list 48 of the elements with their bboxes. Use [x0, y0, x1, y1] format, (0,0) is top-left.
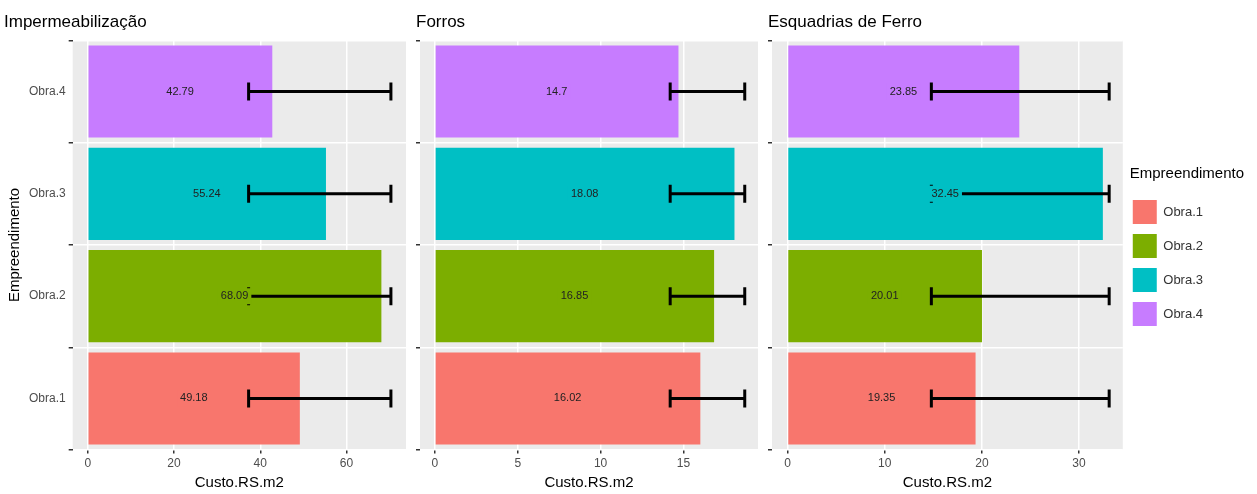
- data-label: 68.09: [220, 289, 249, 302]
- data-label: 16.02: [553, 391, 582, 404]
- chart-title: Esquadrias de Ferro: [768, 11, 923, 31]
- x-tick-label: 20: [167, 456, 182, 471]
- legend-label: Obra.2: [1163, 237, 1204, 253]
- y-tick-label: Obra.3: [29, 186, 67, 201]
- legend-label: Obra.3: [1163, 271, 1204, 287]
- data-label: 19.35: [867, 391, 896, 404]
- data-label: 14.7: [545, 84, 568, 97]
- x-tick-label: 30: [1072, 456, 1087, 471]
- legend-label: Obra.1: [1163, 203, 1204, 219]
- bar: [435, 250, 715, 343]
- y-axis-title: Empreendimento: [5, 187, 23, 303]
- data-label: 20.01: [871, 289, 899, 302]
- bar: [88, 250, 382, 343]
- x-tick-label: 10: [878, 456, 892, 471]
- x-tick-label: 0: [431, 456, 439, 471]
- data-label: 49.18: [180, 391, 208, 404]
- data-label: 18.08: [570, 186, 599, 199]
- chart-title: Impermeabilização: [4, 11, 147, 31]
- data-label: 32.45: [931, 186, 959, 199]
- x-tick-label: 20: [975, 456, 989, 471]
- x-tick-label: 10: [593, 456, 608, 471]
- x-tick-label: 0: [784, 456, 792, 471]
- x-tick-label: 0: [84, 456, 92, 471]
- y-tick-label: Obra.4: [29, 83, 67, 98]
- chart-title: Forros: [416, 11, 466, 31]
- bar: [435, 45, 679, 138]
- bar: [88, 45, 273, 138]
- bar: [435, 352, 701, 445]
- bar: [435, 147, 735, 240]
- y-tick-label: Obra.1: [29, 390, 67, 405]
- x-tick-label: 60: [339, 456, 354, 471]
- x-axis-title: Custo.RS.m2: [902, 473, 992, 491]
- data-label: 16.85: [560, 289, 589, 302]
- x-tick-label: 40: [253, 456, 268, 471]
- x-tick-label: 15: [676, 456, 691, 471]
- x-axis-title: Custo.RS.m2: [544, 473, 634, 491]
- y-tick-label: Obra.2: [29, 288, 67, 303]
- legend-title: Empreendimento: [1129, 163, 1244, 181]
- x-tick-label: 5: [514, 456, 522, 471]
- bar: [88, 147, 326, 240]
- data-label: 55.24: [193, 186, 221, 199]
- legend-label: Obra.4: [1163, 305, 1204, 321]
- data-label: 23.85: [889, 84, 918, 97]
- data-label: 42.79: [166, 84, 194, 97]
- bar: [88, 352, 300, 445]
- x-axis-title: Custo.RS.m2: [194, 473, 284, 491]
